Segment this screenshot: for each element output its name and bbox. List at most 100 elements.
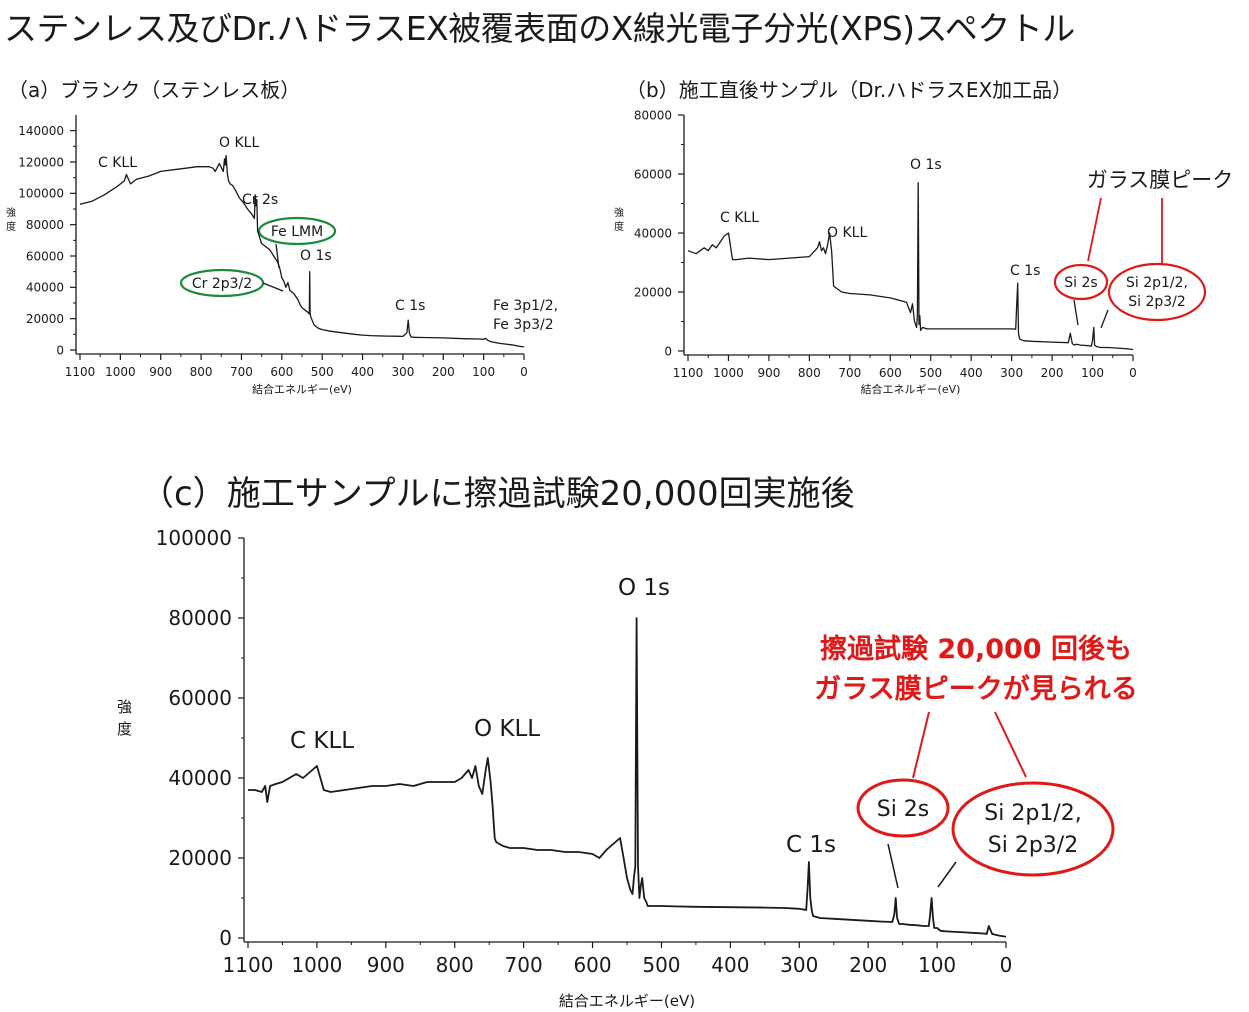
panel-b-label-o-1s: O 1s	[910, 157, 942, 173]
panel-b-label-o-kll: O KLL	[827, 225, 867, 241]
panel-c-spectrum-line	[248, 617, 1007, 938]
panel-c-x-tick-label: 700	[505, 953, 543, 977]
panel-a-x-tick-label: 400	[351, 365, 374, 379]
panel-a-x-tick-label: 100	[472, 365, 495, 379]
panel-b-y-tick-label: 0	[664, 344, 672, 358]
panel-a-y-tick-label: 80000	[26, 218, 64, 232]
panel-c-callout-line2: ガラス膜ピークが見られる	[814, 673, 1137, 705]
panel-c-label-c-kll: C KLL	[290, 728, 354, 754]
panel-b-x-tick-label: 700	[838, 366, 861, 380]
panel-b-x-tick-label: 300	[1000, 366, 1023, 380]
panel-c-x-tick-label: 500	[642, 953, 680, 977]
panel-c-x-tick-label: 800	[436, 953, 474, 977]
panel-a-label-cr-2p: Cr 2p3/2	[192, 276, 252, 292]
panel-c-label-si2p-1: Si 2p1/2,	[984, 801, 1081, 826]
panel-b-x-tick-label: 800	[798, 366, 821, 380]
panel-c-si2p-tick	[937, 861, 957, 888]
panel-b-y-axis-label: 度	[614, 220, 624, 233]
panel-b-si2p-tick	[1100, 309, 1109, 329]
panel-b-x-tick-label: 600	[879, 366, 902, 380]
panel-a-spectrum-line	[79, 155, 525, 348]
panel-a-y-tick-label: 0	[56, 343, 64, 357]
panel-b-si2s-marker	[1053, 263, 1109, 301]
panel-a-y-tick-label: 60000	[26, 249, 64, 263]
panel-a-y-tick-label: 100000	[18, 187, 64, 201]
panel-b-x-tick-label: 200	[1041, 366, 1064, 380]
panel-c-title: （c）施工サンプルに擦過試験20,000回実施後	[140, 474, 855, 514]
panel-b-y-tick-label: 80000	[634, 108, 672, 122]
panel-b-callout: ガラス膜ピーク	[1087, 168, 1234, 192]
panel-c-callout-line1: 擦過試験 20,000 回後も	[820, 633, 1132, 665]
panel-c-label-si2p-2: Si 2p3/2	[988, 833, 1078, 858]
panel-b-y-axis-label: 強	[614, 206, 624, 219]
panel-a-y-tick-label: 120000	[18, 155, 64, 169]
charts-layer: 1100 1000 900 800 700 600 500 400 300 200 100 00200…	[6, 108, 1137, 1010]
panel-b-y-tick-label: 40000	[634, 226, 672, 240]
panel-c-y-axis-label: 強	[117, 698, 132, 716]
panel-c-x-tick-label: 0	[1000, 953, 1013, 977]
panel-c-x-tick-label: 200	[849, 953, 887, 977]
panel-a-label-cr-2s: Cr 2s	[242, 192, 278, 208]
panel-c-x-tick-label: 1000	[291, 953, 342, 977]
panel-c-label-c-1s: C 1s	[786, 832, 836, 858]
panel-a-x-tick-label: 1100	[65, 365, 96, 379]
panel-c-x-tick-label: 600	[573, 953, 611, 977]
panel-b-x-tick-label: 900	[757, 366, 780, 380]
panel-b-label-si2p-1: Si 2p1/2,	[1126, 275, 1188, 291]
panel-a-cr-2p-leader	[262, 282, 284, 292]
panel-c-y-tick-label: 100000	[156, 526, 232, 550]
panel-b-title: （b）施工直後サンプル（Dr.ハドラスEX加工品）	[626, 78, 1072, 102]
panel-a-fe-lmm-marker	[257, 216, 337, 246]
panel-b-x-axis-label: 結合エネルギー(eV)	[861, 382, 961, 396]
panel-a-y-tick-label: 140000	[18, 124, 64, 138]
panel-c-label-o-1s: O 1s	[618, 575, 670, 601]
panel-c-y-axis-label: 度	[117, 720, 132, 738]
page-title: ステンレス及びDr.ハドラスEX被覆表面のX線光電子分光(XPS)スペクトル	[4, 9, 1075, 48]
panel-b-x-tick-label: 1100	[673, 366, 704, 380]
panel-b-x-tick-label: 1000	[713, 366, 744, 380]
panel-a-label-fe-3p-2: Fe 3p3/2	[493, 317, 554, 333]
panel-c-y-tick-label: 0	[219, 926, 232, 950]
panel-a-x-tick-label: 500	[311, 365, 334, 379]
panel-a-label-o-kll: O KLL	[219, 135, 259, 151]
panel-b-x-tick-label: 500	[919, 366, 942, 380]
panel-a-x-tick-label: 1000	[105, 365, 136, 379]
panel-c-x-tick-label: 100	[918, 953, 956, 977]
panel-c-si2s-marker	[856, 778, 950, 838]
panel-a-title: （a）ブランク（ステンレス板）	[8, 78, 300, 102]
panel-a-label-c-kll: C KLL	[98, 155, 137, 171]
panel-b-x-tick-label: 400	[960, 366, 983, 380]
panel-b-y-tick-label: 20000	[634, 285, 672, 299]
panel-a-y-axis-label: 度	[6, 220, 16, 233]
panel-b-label-c-1s: C 1s	[1010, 263, 1040, 279]
panel-b-si2s-leader	[1087, 197, 1102, 262]
panel-c-label-o-kll: O KLL	[474, 716, 540, 742]
panel-b-si2s-tick	[1073, 299, 1079, 326]
panel-a-x-tick-label: 200	[432, 365, 455, 379]
panel-b-label-si2p-2: Si 2p3/2	[1128, 294, 1186, 310]
panel-b-si2p-marker	[1107, 262, 1207, 322]
panel-a-x-tick-label: 300	[391, 365, 414, 379]
panel-a-y-tick-label: 20000	[26, 312, 64, 326]
panel-a-x-tick-label: 800	[190, 365, 213, 379]
panel-c-y-tick-label: 40000	[168, 766, 232, 790]
panel-a-x-tick-label: 0	[520, 365, 528, 379]
panel-c-x-tick-label: 1100	[223, 953, 274, 977]
panel-a-label-c-1s: C 1s	[395, 298, 425, 314]
panel-b-y-tick-label: 60000	[634, 167, 672, 181]
panel-c-y-tick-label: 20000	[168, 846, 232, 870]
panel-a-x-axis-label: 結合エネルギー(eV)	[252, 382, 352, 396]
panel-c-y-tick-label: 60000	[168, 686, 232, 710]
panel-a-x-tick-label: 900	[149, 365, 172, 379]
panel-c-si2p-leader	[994, 711, 1027, 778]
panel-c-x-tick-label: 900	[367, 953, 405, 977]
panel-a-label-fe-lmm: Fe LMM	[271, 224, 323, 240]
panel-b-x-tick-label: 100	[1081, 366, 1104, 380]
panel-a-label-fe-3p-1: Fe 3p1/2,	[493, 298, 558, 314]
panel-b-label-si2s: Si 2s	[1064, 275, 1097, 291]
panel-c-x-tick-label: 400	[711, 953, 749, 977]
panel-a-x-tick-label: 600	[270, 365, 293, 379]
panel-c-si2s-tick	[887, 843, 899, 889]
panel-c-si2s-leader	[912, 711, 930, 779]
